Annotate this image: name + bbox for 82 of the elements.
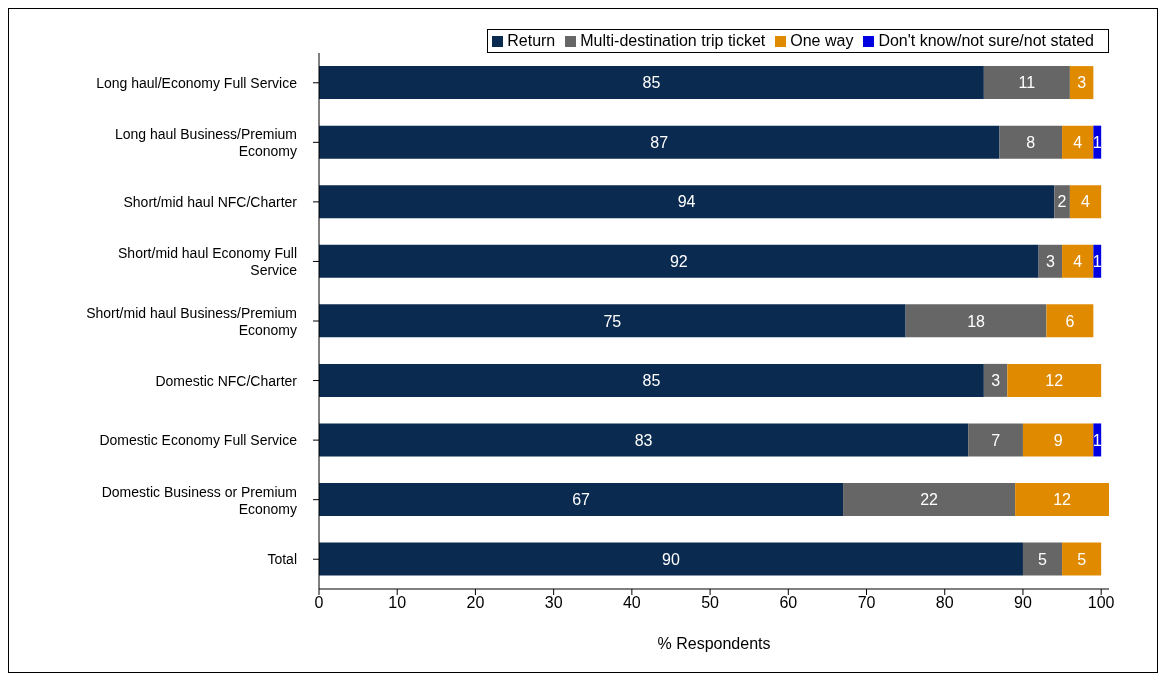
bar [1022, 423, 1094, 457]
data-label: 90 [662, 550, 680, 568]
bar [319, 542, 1023, 576]
y-tick-label: Total [267, 551, 297, 568]
data-label: 22 [920, 491, 939, 509]
data-label: 5 [1038, 550, 1048, 568]
bar [843, 482, 1016, 516]
bar [1038, 244, 1063, 278]
bar [968, 423, 1023, 457]
data-label: 3 [991, 372, 1001, 390]
y-tick-label: Long haul Business/Premium Economy [114, 126, 297, 160]
data-label: 85 [642, 74, 661, 92]
data-label: 5 [1077, 550, 1087, 568]
data-label: 3 [1077, 74, 1087, 92]
bar [983, 66, 1070, 100]
bar [319, 66, 984, 100]
data-label: 11 [1018, 74, 1036, 92]
bar [1022, 542, 1063, 576]
x-tick-label: 30 [544, 594, 563, 612]
x-tick-label: 60 [779, 594, 798, 612]
data-label: 3 [1045, 252, 1055, 270]
y-tick-label: Short/mid haul NFC/Charter [123, 193, 298, 210]
bar [319, 482, 844, 516]
bar [1015, 482, 1109, 516]
data-label: 4 [1081, 193, 1091, 211]
y-tick-label: Short/mid haul Economy Full Service [118, 245, 298, 279]
bar [1062, 244, 1094, 278]
x-tick-label: 70 [857, 594, 876, 612]
x-tick-label: 10 [388, 594, 407, 612]
bar [905, 304, 1047, 338]
data-label: 12 [1053, 491, 1072, 509]
data-label: 1 [1092, 252, 1102, 270]
y-tick-label: Domestic Economy Full Service [99, 432, 298, 449]
data-label: 6 [1065, 312, 1075, 330]
bar [1069, 185, 1102, 219]
x-axis-title: % Respondents [657, 635, 771, 652]
bar [1062, 542, 1102, 576]
legend-label: Multi-destination trip ticket [580, 32, 766, 49]
data-label: 2 [1057, 193, 1067, 211]
x-tick-label: 20 [466, 594, 485, 612]
bar [1054, 185, 1070, 219]
data-label: 12 [1045, 372, 1064, 390]
bar [319, 244, 1039, 278]
data-label: 4 [1073, 133, 1083, 151]
bar [983, 363, 1008, 397]
bar [319, 185, 1055, 219]
x-tick-label: 80 [935, 594, 954, 612]
bar [319, 363, 984, 397]
bar [319, 125, 1000, 159]
data-label: 94 [677, 193, 696, 211]
data-label: 7 [991, 431, 1001, 449]
x-tick-label: 0 [314, 594, 324, 612]
data-label: 8 [1026, 133, 1036, 151]
bar [999, 125, 1063, 159]
data-label: 18 [967, 312, 986, 330]
data-label: 92 [669, 252, 688, 270]
bar [1046, 304, 1094, 338]
legend-label: Return [507, 32, 556, 49]
legend-label: Don't know/not sure/not stated [878, 32, 1094, 49]
bar [319, 423, 969, 457]
y-tick-label: Domestic NFC/Charter [155, 372, 298, 389]
data-label: 9 [1053, 431, 1063, 449]
data-label: 67 [572, 491, 591, 509]
y-tick-label: Long haul/Economy Full Service [96, 74, 298, 91]
x-tick-label: 100 [1087, 594, 1115, 612]
data-label: 85 [642, 372, 661, 390]
x-tick-label: 50 [701, 594, 720, 612]
x-tick-label: 40 [622, 594, 641, 612]
bar [319, 304, 906, 338]
data-label: 1 [1092, 431, 1102, 449]
bar [1007, 363, 1102, 397]
bar [1062, 125, 1094, 159]
data-label: 75 [603, 312, 622, 330]
y-tick-label: Short/mid haul Business/Premium Economy [86, 305, 297, 338]
x-tick-label: 90 [1014, 594, 1032, 612]
data-label: 87 [650, 133, 669, 151]
legend-label: One way [790, 32, 854, 49]
data-label: 1 [1092, 133, 1102, 151]
data-label: 83 [634, 431, 653, 449]
y-tick-label: Domestic Business or Premium Economy [101, 483, 297, 517]
bar [1069, 66, 1094, 100]
data-label: 4 [1073, 252, 1083, 270]
